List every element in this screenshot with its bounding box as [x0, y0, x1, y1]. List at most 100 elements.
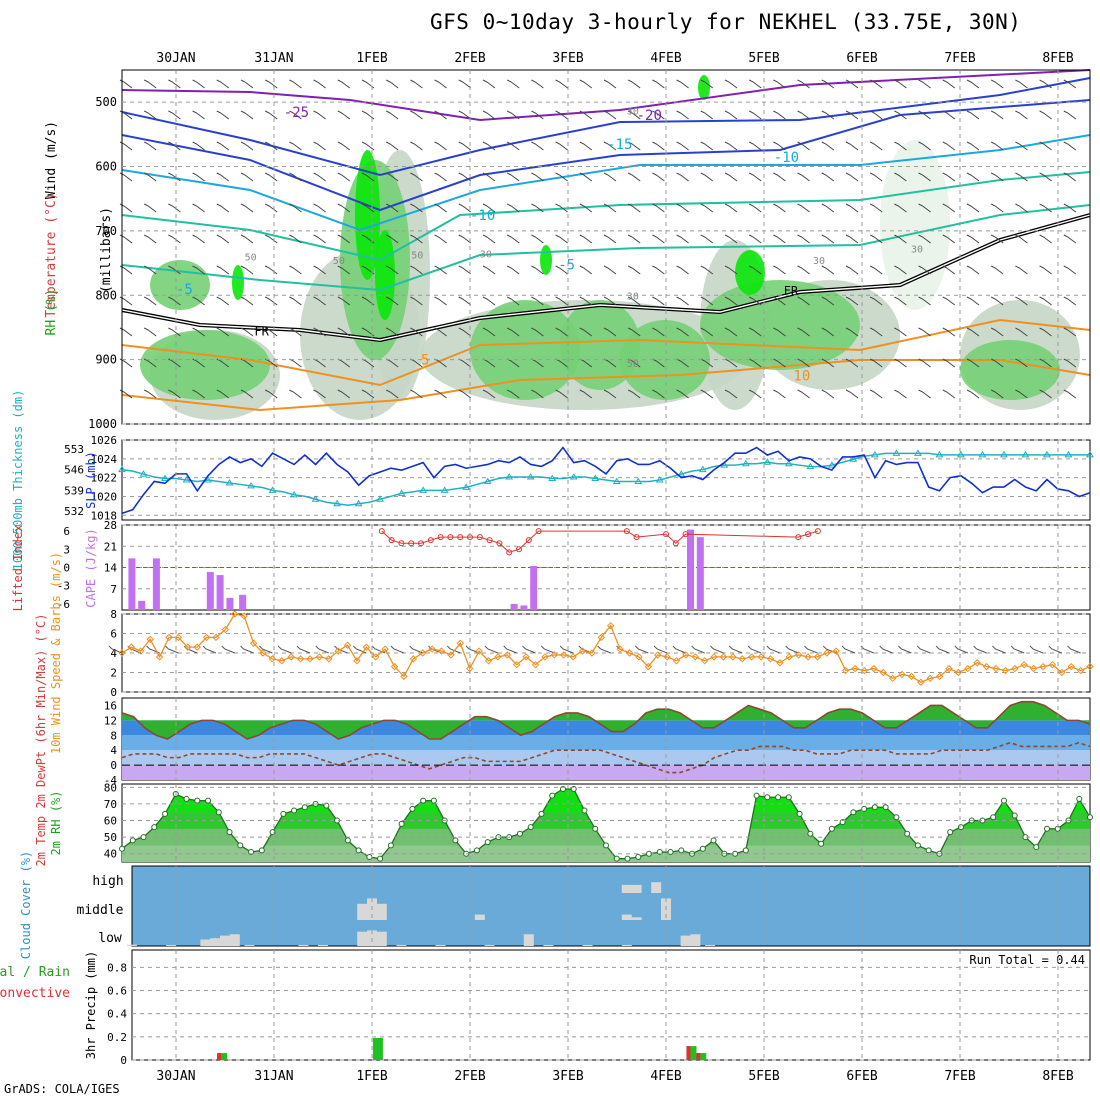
wind-barb	[700, 110, 714, 120]
wind-barb	[1015, 327, 1028, 337]
thickness-marker	[548, 474, 557, 482]
cloud-bar-low	[200, 939, 211, 946]
rh-marker	[473, 847, 480, 854]
cloud-bar-middle	[631, 917, 642, 920]
wind-barb	[918, 110, 931, 120]
isotherm-label: -10	[774, 150, 799, 166]
temp-tick-label: 8	[110, 729, 117, 742]
wind-barb	[797, 172, 810, 182]
wind-barb	[240, 234, 254, 244]
cloud-bar-high	[651, 882, 662, 893]
wind-barb	[1015, 234, 1028, 244]
wind-speed-marker	[127, 643, 136, 651]
rh-marker	[291, 807, 298, 814]
wind-barb	[700, 79, 714, 89]
wind-barb	[482, 79, 496, 89]
wind-barb	[289, 141, 302, 151]
lifted-tick-label: 6	[63, 525, 70, 538]
wind-barb	[555, 296, 568, 306]
wind-barb	[894, 141, 907, 151]
thickness-marker	[397, 489, 406, 496]
wind-speed-marker	[644, 662, 652, 671]
wind-speed-marker	[823, 649, 831, 657]
wind-barb	[990, 327, 1004, 337]
ylabel-wind: Wind (m/s)	[44, 121, 59, 199]
wind-barb	[1063, 234, 1077, 244]
lifted-index-marker	[378, 528, 385, 535]
wind-barb-10m	[710, 645, 724, 654]
wind-barb	[410, 265, 423, 275]
wind-barb	[676, 389, 689, 399]
wind-barb	[313, 172, 326, 182]
wind-barb	[410, 296, 423, 306]
wind-barb	[410, 234, 423, 244]
cloud-bar-low	[166, 944, 177, 946]
wind-barb	[627, 389, 641, 399]
wind-speed-marker	[372, 653, 380, 661]
rh-marker	[129, 837, 136, 844]
ylabel-lifted: Lifted Index	[11, 525, 25, 612]
rh-marker	[828, 825, 835, 832]
wind-barb	[748, 141, 762, 151]
rh-shade	[140, 330, 270, 400]
wind-barb	[894, 79, 907, 89]
wind-barb	[555, 234, 568, 244]
wind-barb	[313, 110, 326, 120]
rh-marker	[516, 830, 523, 837]
wind-barb-10m	[277, 645, 292, 654]
wind-barb	[385, 265, 399, 275]
thickness-marker	[139, 470, 148, 477]
wind-barb	[990, 172, 1004, 182]
wind-speed-marker	[851, 664, 859, 673]
wind-barb	[724, 358, 738, 368]
wind-barb	[143, 141, 157, 151]
wind-speed-marker	[306, 655, 314, 663]
wind-speed-marker	[794, 651, 803, 659]
rh-marker	[215, 809, 222, 816]
wind-barb	[482, 296, 496, 306]
wind-speed-marker	[202, 633, 211, 642]
isotherm-line	[121, 318, 1091, 387]
wind-barb	[700, 358, 714, 368]
wind-barb	[192, 358, 205, 368]
lifted-index-marker	[682, 531, 689, 538]
wind-barb	[337, 296, 351, 306]
wind-barb	[385, 79, 399, 89]
wind-barb	[168, 389, 181, 399]
wind-barb	[531, 79, 544, 89]
rh-tick-label: 70	[104, 798, 117, 811]
wind-speed-marker	[1067, 662, 1075, 671]
wind-barb	[821, 389, 835, 399]
cape-bar	[216, 575, 224, 610]
precip-total-bar	[686, 1046, 697, 1060]
temp-band	[122, 750, 1090, 766]
cloud-panel-bg	[131, 865, 1091, 947]
cape-bar	[206, 572, 214, 610]
wind-barb	[676, 79, 689, 89]
wind-barb	[845, 141, 859, 151]
wind-barb	[869, 141, 883, 151]
date-label-bottom: 3FEB	[552, 1069, 583, 1084]
wind-speed-marker	[738, 655, 746, 663]
wind-barb	[1015, 172, 1028, 182]
wind-barb	[1039, 265, 1052, 275]
wind-barb	[748, 234, 762, 244]
wind-barb	[966, 172, 980, 182]
wind-barb	[143, 79, 157, 89]
wind-speed-marker	[184, 643, 192, 651]
wind-barb-10m	[728, 645, 743, 654]
wind-barb	[966, 358, 980, 368]
wind-speed-marker	[353, 657, 361, 665]
wind-barb	[192, 110, 205, 120]
cloud-bar-low	[484, 944, 495, 946]
wind-barb	[748, 110, 762, 120]
rh-marker	[366, 854, 373, 861]
cloud-bar-high	[631, 884, 642, 893]
wind-speed-marker	[221, 625, 230, 634]
thickness-marker	[440, 486, 449, 493]
wind-barb	[869, 234, 883, 244]
wind-barb	[845, 389, 859, 399]
wind-speed-marker	[560, 651, 568, 659]
temp-tick-label: -4	[104, 774, 118, 787]
wind-barb	[603, 141, 617, 151]
